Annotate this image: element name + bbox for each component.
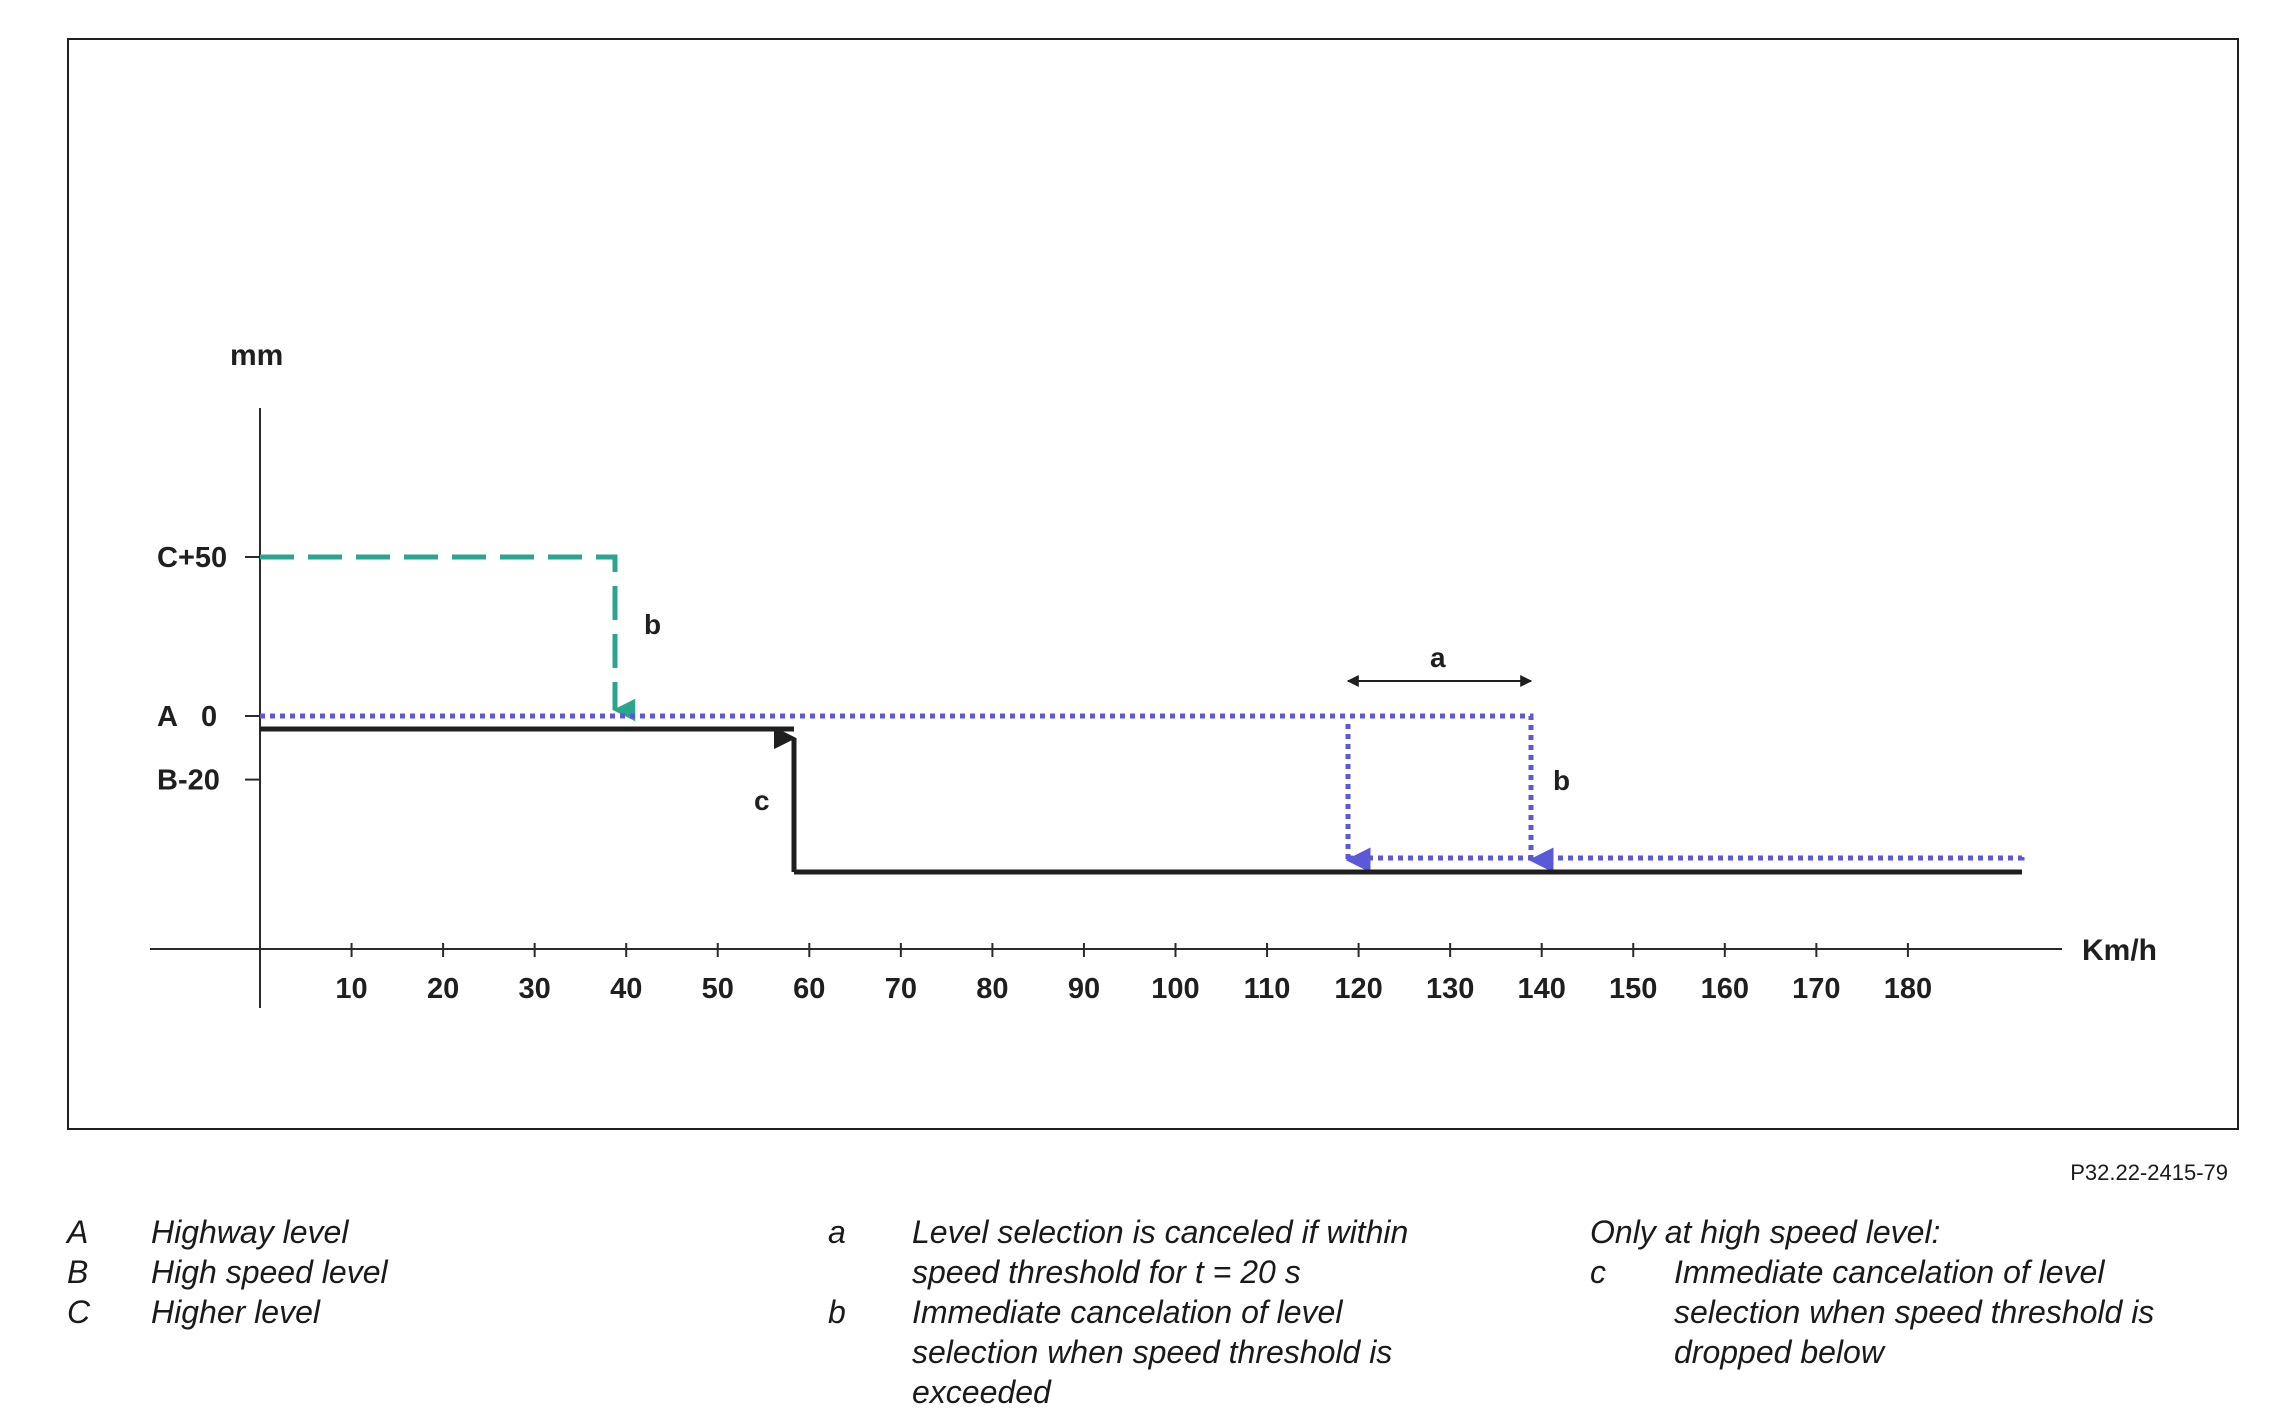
legend-key: a — [828, 1214, 846, 1250]
legend-item: b Immediate cancelation of level selecti… — [828, 1292, 1468, 1412]
figure-code: P32.22-2415-79 — [2070, 1160, 2228, 1185]
annotation-a: a — [1430, 642, 1446, 673]
x-tick-label: 170 — [1792, 973, 1840, 1005]
legend-key: B — [67, 1254, 89, 1290]
x-tick-label: 180 — [1884, 973, 1932, 1005]
diagram-frame — [67, 38, 2239, 1130]
legend-key: b — [828, 1294, 846, 1330]
legend-high-speed: Only at high speed level: c Immediate ca… — [1590, 1212, 2230, 1372]
legend-item: A Highway level — [67, 1212, 667, 1252]
x-tick-label: 80 — [976, 973, 1008, 1005]
x-tick-label: 40 — [610, 973, 642, 1005]
x-tick-label: 130 — [1426, 973, 1474, 1005]
x-tick-label: 120 — [1334, 973, 1382, 1005]
level-speed-diagram: mm Km/h 10 20 30 40 50 60 70 80 90 100 110 120 130 14… — [150, 339, 2157, 1008]
highway-lower-line — [1348, 853, 2025, 861]
x-tick-label: 50 — [702, 973, 734, 1005]
legend-text: Immediate cancelation of level selection… — [1674, 1254, 2155, 1370]
x-tick-label: 160 — [1701, 973, 1749, 1005]
legend-key: A — [67, 1214, 89, 1250]
legend-text: High speed level — [151, 1254, 388, 1290]
legend-item: a Level selection is canceled if within … — [828, 1212, 1468, 1292]
x-tick-label: 90 — [1068, 973, 1100, 1005]
legend-text: Level selection is canceled if within sp… — [912, 1214, 1409, 1290]
highway-level-line — [260, 713, 1554, 873]
x-tick-label: 100 — [1151, 973, 1199, 1005]
legend-item: B High speed level — [67, 1252, 667, 1292]
legend-key: c — [1590, 1254, 1606, 1290]
x-axis-label: Km/h — [2082, 934, 2157, 967]
x-tick-label: 140 — [1518, 973, 1566, 1005]
x-tick-label: 20 — [427, 973, 459, 1005]
annotation-b-right: b — [1553, 765, 1570, 796]
y-level-label: A 0 — [157, 701, 217, 733]
x-tick-label: 10 — [335, 973, 367, 1005]
annotation-c: c — [754, 785, 770, 816]
legend-item: c Immediate cancelation of level selecti… — [1590, 1252, 2230, 1372]
x-tick-label: 110 — [1244, 973, 1291, 1005]
legend-heading: Only at high speed level: — [1590, 1214, 1941, 1250]
legend-key: C — [67, 1294, 91, 1330]
y-axis-label: mm — [230, 339, 283, 372]
legend-item: C Higher level — [67, 1292, 667, 1332]
legend-levels: A Highway level B High speed level C Hig… — [67, 1212, 667, 1332]
x-tick-label: 150 — [1609, 973, 1657, 1005]
y-level-label: C+50 — [157, 542, 227, 574]
y-level-label: B-20 — [157, 765, 220, 797]
legend-text: Immediate cancelation of level selection… — [912, 1294, 1393, 1410]
legend-text: Highway level — [151, 1214, 349, 1250]
x-tick-label: 70 — [885, 973, 917, 1005]
higher-level-line — [260, 554, 636, 722]
legend-text: Higher level — [151, 1294, 320, 1330]
legend-conditions: a Level selection is canceled if within … — [828, 1212, 1468, 1412]
x-tick-label: 60 — [793, 973, 825, 1005]
x-tick-label: 30 — [519, 973, 551, 1005]
annotation-b-upper: b — [644, 609, 661, 640]
